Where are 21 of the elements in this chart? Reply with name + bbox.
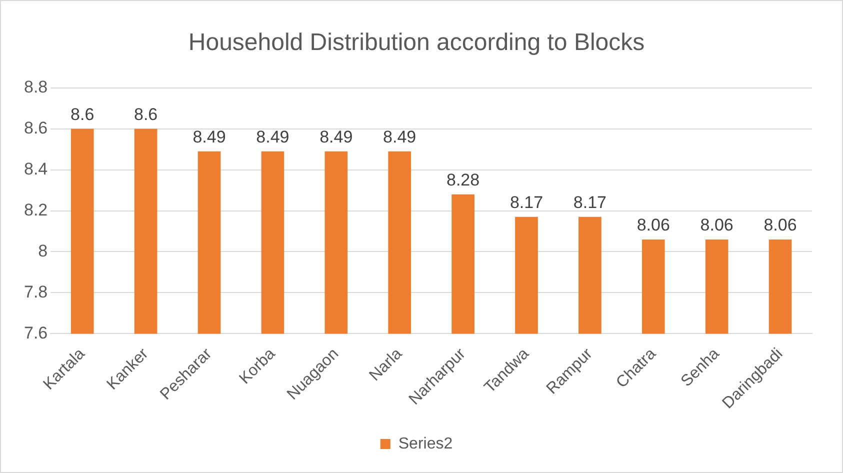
y-tick-label: 8.6	[24, 118, 48, 138]
legend-label: Series2	[398, 435, 453, 452]
data-label: 8.28	[446, 170, 480, 190]
y-tick-label: 8.2	[24, 200, 48, 220]
data-label: 8.17	[510, 193, 544, 212]
y-tick-label: 8.4	[24, 159, 48, 178]
data-label: 8.49	[320, 128, 353, 147]
data-label: 8.6	[134, 104, 158, 124]
chart-title: Household Distribution according to Blocks	[188, 29, 645, 56]
data-label: 8.6	[70, 104, 94, 124]
data-label: 8.49	[256, 128, 290, 147]
data-label: 8.06	[700, 216, 734, 235]
data-label: 8.06	[764, 216, 797, 235]
y-tick-label: 7.8	[24, 282, 48, 302]
data-label: 8.49	[192, 128, 226, 147]
data-label: 8.17	[573, 193, 606, 212]
data-label: 8.06	[636, 216, 670, 235]
data-label: 8.49	[383, 128, 416, 147]
y-tick-label: 8	[38, 241, 48, 260]
y-tick-label: 7.6	[24, 323, 48, 342]
y-tick-label: 8.8	[24, 77, 48, 96]
